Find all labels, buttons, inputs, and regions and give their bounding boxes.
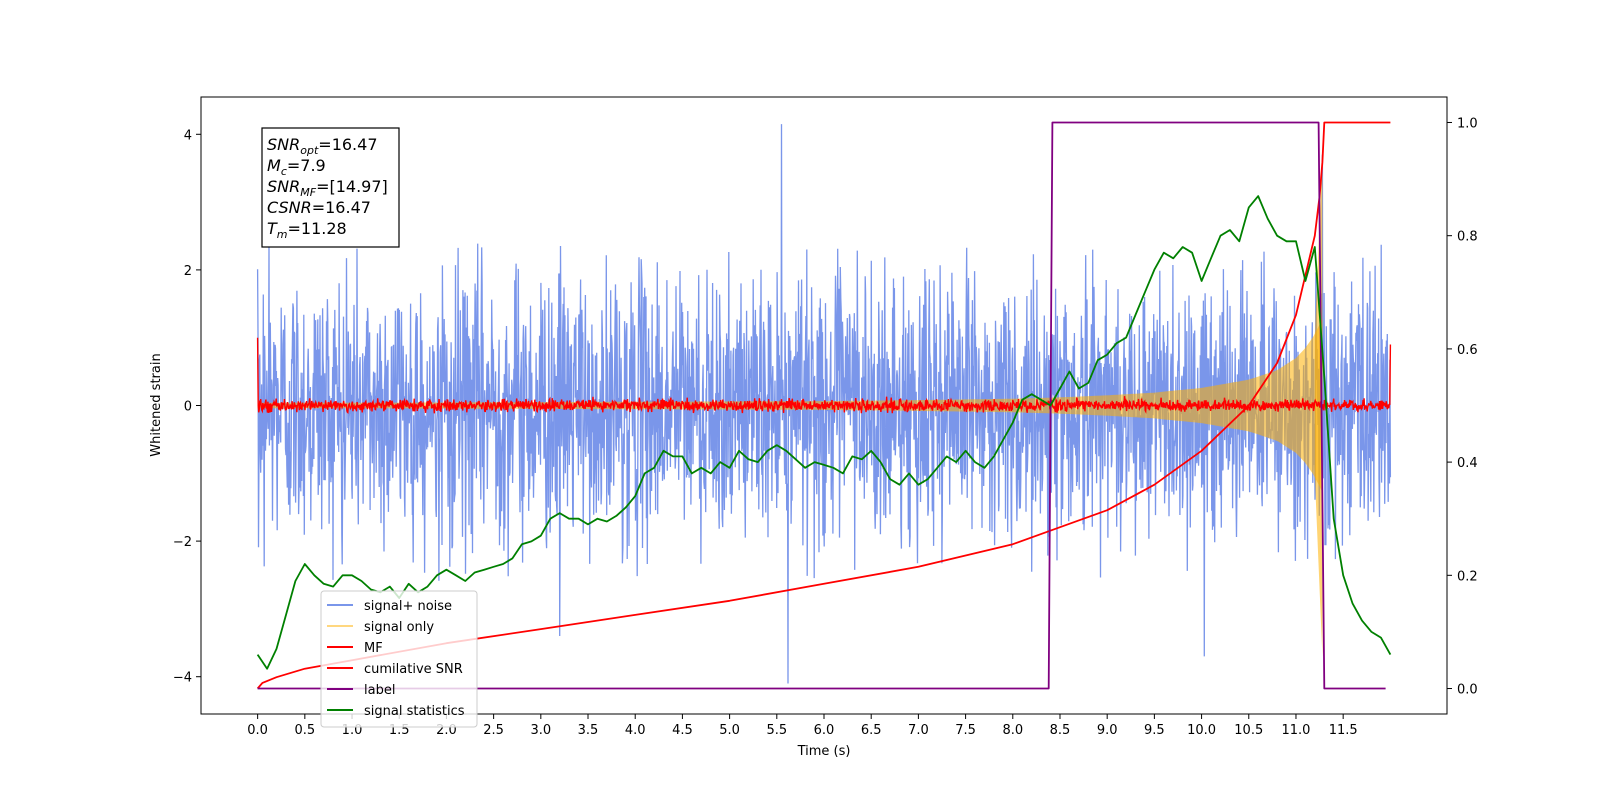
legend-label: cumilative SNR	[364, 662, 463, 677]
y-tick-label: 2	[184, 264, 192, 279]
y-tick-label: 0	[184, 400, 192, 415]
x-tick-label: 6.5	[861, 723, 882, 738]
y2-tick-label: 0.0	[1457, 683, 1478, 698]
x-tick-label: 10.0	[1187, 723, 1216, 738]
y2-tick-label: 0.8	[1457, 230, 1478, 245]
x-tick-label: 0.0	[247, 723, 268, 738]
x-tick-label: 8.0	[1002, 723, 1023, 738]
y-axis-right: 0.0 0.2 0.4 0.6 0.8 1.0	[1447, 116, 1478, 698]
y-tick-label: −2	[173, 535, 192, 550]
annotation-line: Mc=7.9	[267, 156, 326, 178]
x-tick-label: 9.5	[1144, 723, 1165, 738]
x-tick-label: 10.5	[1234, 723, 1263, 738]
x-tick-label: 3.5	[578, 723, 599, 738]
x-tick-label: 7.0	[908, 723, 929, 738]
x-tick-label: 2.5	[483, 723, 504, 738]
legend: signal+ noise signal only MF cumilative SNR…	[320, 590, 478, 728]
series-layer	[256, 121, 1392, 690]
x-tick-label: 3.0	[530, 723, 551, 738]
x-tick-label: 0.5	[294, 723, 315, 738]
x-tick-label: 8.5	[1050, 723, 1071, 738]
annotation-line: SNRopt=16.47	[267, 135, 378, 157]
legend-label: signal statistics	[364, 704, 465, 719]
annotation-frame	[261, 127, 400, 248]
y-axis-left: −4 −2 0 2 4	[173, 128, 201, 686]
y-tick-label: −4	[173, 671, 192, 686]
y2-tick-label: 0.4	[1457, 456, 1478, 471]
x-tick-label: 9.0	[1097, 723, 1118, 738]
x-tick-label: 4.0	[625, 723, 646, 738]
legend-label: signal only	[364, 620, 434, 635]
x-tick-label: 5.0	[719, 723, 740, 738]
legend-label: MF	[364, 641, 383, 656]
x-tick-label: 11.0	[1281, 723, 1310, 738]
y-axis-label: Whitened strain	[149, 353, 164, 456]
x-tick-label: 5.5	[766, 723, 787, 738]
annotation-line: CSNR=16.47	[267, 198, 371, 217]
y2-tick-label: 1.0	[1457, 116, 1478, 131]
annotation-box: SNRopt=16.47Mc=7.9SNRMF=[14.97]CSNR=16.4…	[261, 127, 400, 248]
y2-tick-label: 0.2	[1457, 569, 1478, 584]
annotation-line: Tm=11.28	[267, 219, 347, 241]
legend-label: signal+ noise	[364, 599, 452, 614]
x-tick-label: 7.5	[955, 723, 976, 738]
series-line-signal-noise	[256, 124, 1392, 684]
x-axis-label: Time (s)	[797, 744, 851, 759]
x-tick-label: 6.0	[814, 723, 835, 738]
series-line-signal-statistics	[256, 195, 1392, 670]
series-line-label	[257, 121, 1386, 690]
annotation-line: SNRMF=[14.97]	[267, 177, 388, 199]
series-line-mf	[256, 337, 1392, 415]
legend-label: label	[364, 683, 395, 698]
legend-frame	[320, 590, 478, 728]
y2-tick-label: 0.6	[1457, 343, 1478, 358]
x-tick-label: 4.5	[672, 723, 693, 738]
y-tick-label: 4	[184, 128, 192, 143]
x-tick-label: 11.5	[1329, 723, 1358, 738]
